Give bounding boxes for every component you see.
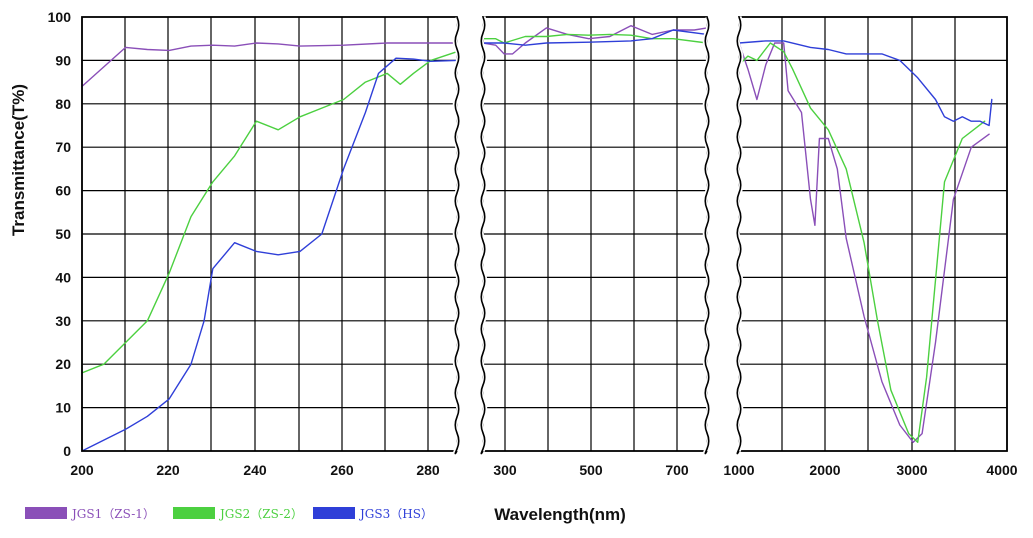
y-tick-label-90: 90 [55,52,71,68]
legend-swatch-1 [25,507,67,519]
break-mark-1 [480,16,486,455]
y-tick-label-10: 10 [55,400,71,416]
legend-label-3: JGS3（HS） [358,507,433,521]
series-line-3-uv [81,57,458,452]
y-tick-label-80: 80 [55,96,71,112]
series-line-3-infrared [738,40,993,127]
series-layer [81,25,993,452]
x-tick-label-uv-220: 220 [156,462,180,478]
y-tick-label-40: 40 [55,269,71,285]
legend-label-2: JGS2（ZS-2） [218,507,303,521]
series-line-1-infrared [738,42,990,443]
x-tick-label-uv-280: 280 [416,462,440,478]
y-tick-label-60: 60 [55,183,71,199]
y-tick-label-100: 100 [48,9,72,25]
x-tick-label-uv-200: 200 [70,462,94,478]
series-line-2-visible [482,33,708,44]
y-tick-label-30: 30 [55,313,71,329]
x-tick-label-uv-240: 240 [243,462,267,478]
label-layer: 200 220 240 260 280 300 500 700 1000 2000 3000 4000… [48,9,1018,478]
series-line-2-infrared [738,42,986,443]
legend-label-1: JGS1（ZS-1） [70,507,155,521]
break-mark-2 [704,16,710,455]
series-line-2-uv [81,51,458,374]
x-tick-label-infrared-1000: 1000 [723,462,754,478]
x-tick-label-infrared-3000: 3000 [896,462,927,478]
y-tick-label-0: 0 [63,443,71,459]
legend-swatch-2 [173,507,215,519]
x-tick-label-infrared-4000: 4000 [986,462,1017,478]
break-mark-0 [454,16,460,455]
x-tick-label-uv-260: 260 [330,462,354,478]
y-axis-title: Transmittance(T%) [9,84,28,236]
x-tick-label-visible-300: 300 [493,462,517,478]
y-tick-label-50: 50 [55,226,71,242]
series-line-1-uv [81,42,458,88]
y-tick-label-20: 20 [55,356,71,372]
y-tick-label-70: 70 [55,139,71,155]
x-tick-label-visible-700: 700 [665,462,689,478]
legend: JGS1（ZS-1） JGS2（ZS-2） JGS3（HS） [25,507,433,521]
legend-swatch-3 [313,507,355,519]
x-tick-label-infrared-2000: 2000 [809,462,840,478]
break-mark-3 [736,16,742,455]
x-tick-label-visible-500: 500 [579,462,603,478]
x-axis-title: Wavelength(nm) [494,505,626,524]
frame-layer [81,15,1008,457]
series-line-3-visible [482,29,708,46]
grid-layer [81,17,1008,451]
